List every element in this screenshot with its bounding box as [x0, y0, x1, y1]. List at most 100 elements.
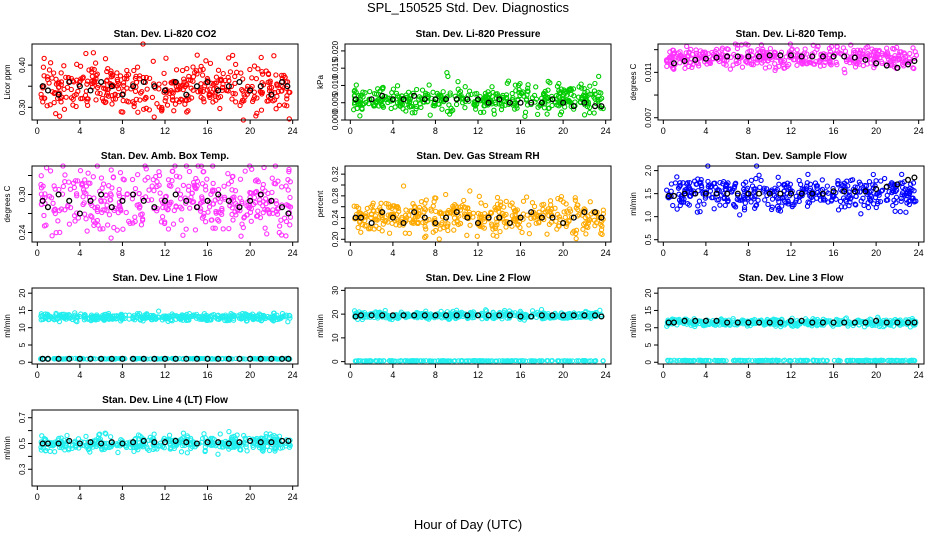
data-point	[910, 45, 916, 51]
data-point	[412, 109, 418, 116]
data-point	[286, 169, 292, 175]
data-point	[584, 88, 590, 95]
data-point	[671, 51, 677, 57]
data-point	[188, 194, 194, 201]
data-point	[257, 200, 263, 206]
data-point	[397, 100, 404, 107]
data-point	[117, 206, 124, 212]
data-point	[723, 62, 729, 68]
data-point	[701, 201, 707, 207]
hourly-point	[225, 83, 232, 90]
data-point	[462, 105, 468, 111]
data-point	[225, 74, 231, 81]
hourly-point	[560, 99, 567, 106]
data-point	[357, 99, 364, 105]
data-point	[286, 209, 292, 216]
data-point	[375, 86, 381, 92]
data-point	[898, 198, 904, 204]
data-point	[274, 93, 280, 99]
data-point	[186, 73, 192, 80]
hourly-point	[400, 96, 407, 103]
data-point	[82, 177, 88, 183]
data-point	[355, 224, 361, 231]
data-point	[842, 48, 849, 54]
data-point	[378, 200, 384, 206]
data-point	[198, 94, 204, 100]
data-point	[776, 181, 782, 187]
x-tick-label: 16	[829, 248, 839, 258]
data-point	[275, 178, 281, 184]
data-point	[359, 105, 365, 111]
data-point	[123, 209, 129, 216]
data-point	[868, 60, 874, 66]
data-point	[261, 164, 267, 171]
data-point	[247, 66, 253, 73]
hourly-point	[911, 57, 918, 65]
data-point	[416, 96, 422, 102]
data-point	[50, 200, 56, 206]
data-point	[589, 91, 595, 97]
data-point	[363, 99, 369, 106]
hourly-point	[204, 78, 211, 86]
data-point	[834, 61, 840, 68]
data-point	[911, 55, 918, 61]
data-point	[56, 79, 62, 85]
data-point	[254, 95, 260, 101]
data-point	[260, 181, 266, 188]
data-point	[85, 78, 91, 84]
plot-frame	[344, 287, 612, 365]
data-point	[232, 91, 238, 97]
data-point	[285, 187, 291, 193]
data-point	[667, 61, 674, 68]
y-tick-label: 0.010	[331, 75, 340, 96]
data-point	[171, 108, 177, 114]
data-point	[512, 106, 518, 112]
data-point	[545, 87, 551, 93]
data-point	[210, 180, 216, 187]
data-point	[46, 67, 53, 73]
data-point	[105, 93, 112, 99]
data-point	[890, 202, 896, 209]
x-tick-label: 24	[601, 370, 611, 380]
hourly-point	[883, 62, 890, 69]
data-point	[170, 79, 176, 85]
data-point	[826, 45, 833, 52]
data-point	[188, 85, 194, 91]
y-tick-label: 0	[644, 359, 653, 364]
data-point	[547, 80, 553, 86]
data-point	[42, 191, 48, 197]
data-point	[97, 90, 103, 97]
data-point	[186, 183, 192, 189]
data-point	[91, 222, 97, 229]
hourly-point	[119, 197, 126, 204]
x-tick-label: 0	[35, 126, 40, 136]
hourly-point	[39, 83, 46, 90]
data-point	[75, 88, 81, 94]
data-point	[124, 76, 130, 82]
hourly-point	[443, 96, 450, 103]
x-tick-label: 16	[516, 248, 526, 258]
data-point	[234, 69, 240, 75]
hourly-point	[368, 96, 375, 103]
data-point	[378, 98, 385, 104]
data-point	[107, 434, 114, 440]
data-point	[366, 100, 372, 107]
data-point	[744, 60, 751, 66]
data-point	[357, 113, 363, 119]
data-point	[200, 88, 206, 95]
data-point	[177, 204, 183, 210]
data-point	[166, 90, 173, 97]
data-point	[899, 171, 905, 178]
data-point	[159, 214, 166, 220]
hourly-point	[44, 87, 52, 94]
data-point	[217, 105, 223, 112]
data-point	[556, 80, 562, 87]
data-point	[674, 206, 680, 212]
hourly-point	[130, 191, 137, 198]
hourly-point	[108, 204, 115, 211]
